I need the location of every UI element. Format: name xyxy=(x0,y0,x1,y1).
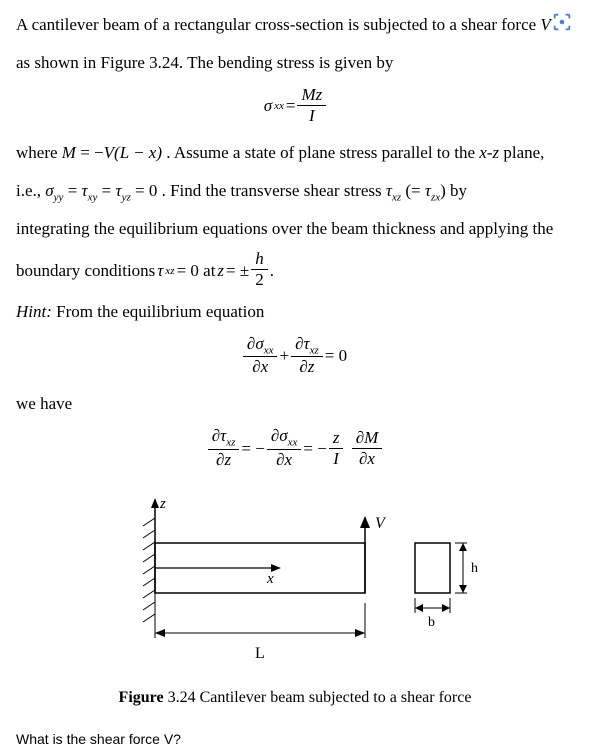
z-label: z xyxy=(159,496,166,512)
equation-equilibrium: ∂σxx ∂x + ∂τxz ∂z = 0 xyxy=(16,335,574,378)
V-label: V xyxy=(375,515,387,532)
figure-caption: Figure 3.24 Cantilever beam subjected to… xyxy=(16,689,574,707)
figure-3-24: z x V xyxy=(95,488,495,673)
equation-bending-stress: σxx = MzI xyxy=(16,86,574,126)
b-label: b xyxy=(428,615,435,630)
paragraph-5: boundary conditions τxz = 0 at z = ± h2 … xyxy=(16,250,574,290)
visual-search-icon[interactable] xyxy=(550,10,574,34)
paragraph-4: integrating the equilibrium equations ov… xyxy=(16,212,574,246)
text: as shown in Figure 3.24. The bending str… xyxy=(16,53,393,72)
paragraph-1: A cantilever beam of a rectangular cross… xyxy=(16,8,574,42)
equation-result: ∂τxz ∂z = − ∂σxx ∂x = − z I ∂M ∂x xyxy=(16,427,574,470)
text: A cantilever beam of a rectangular cross… xyxy=(16,15,540,34)
paragraph-2: where M = −V(L − x) . Assume a state of … xyxy=(16,136,574,170)
h-label: h xyxy=(471,561,478,576)
paragraph-1b: as shown in Figure 3.24. The bending str… xyxy=(16,46,574,80)
L-label: L xyxy=(255,645,265,662)
we-have: we have xyxy=(16,387,574,421)
hint-line: Hint: From the equilibrium equation xyxy=(16,295,574,329)
question-text: What is the shear force V? xyxy=(16,731,574,747)
x-label: x xyxy=(266,571,274,587)
paragraph-3: i.e., σyy = τxy = τyz = 0 . Find the tra… xyxy=(16,174,574,208)
